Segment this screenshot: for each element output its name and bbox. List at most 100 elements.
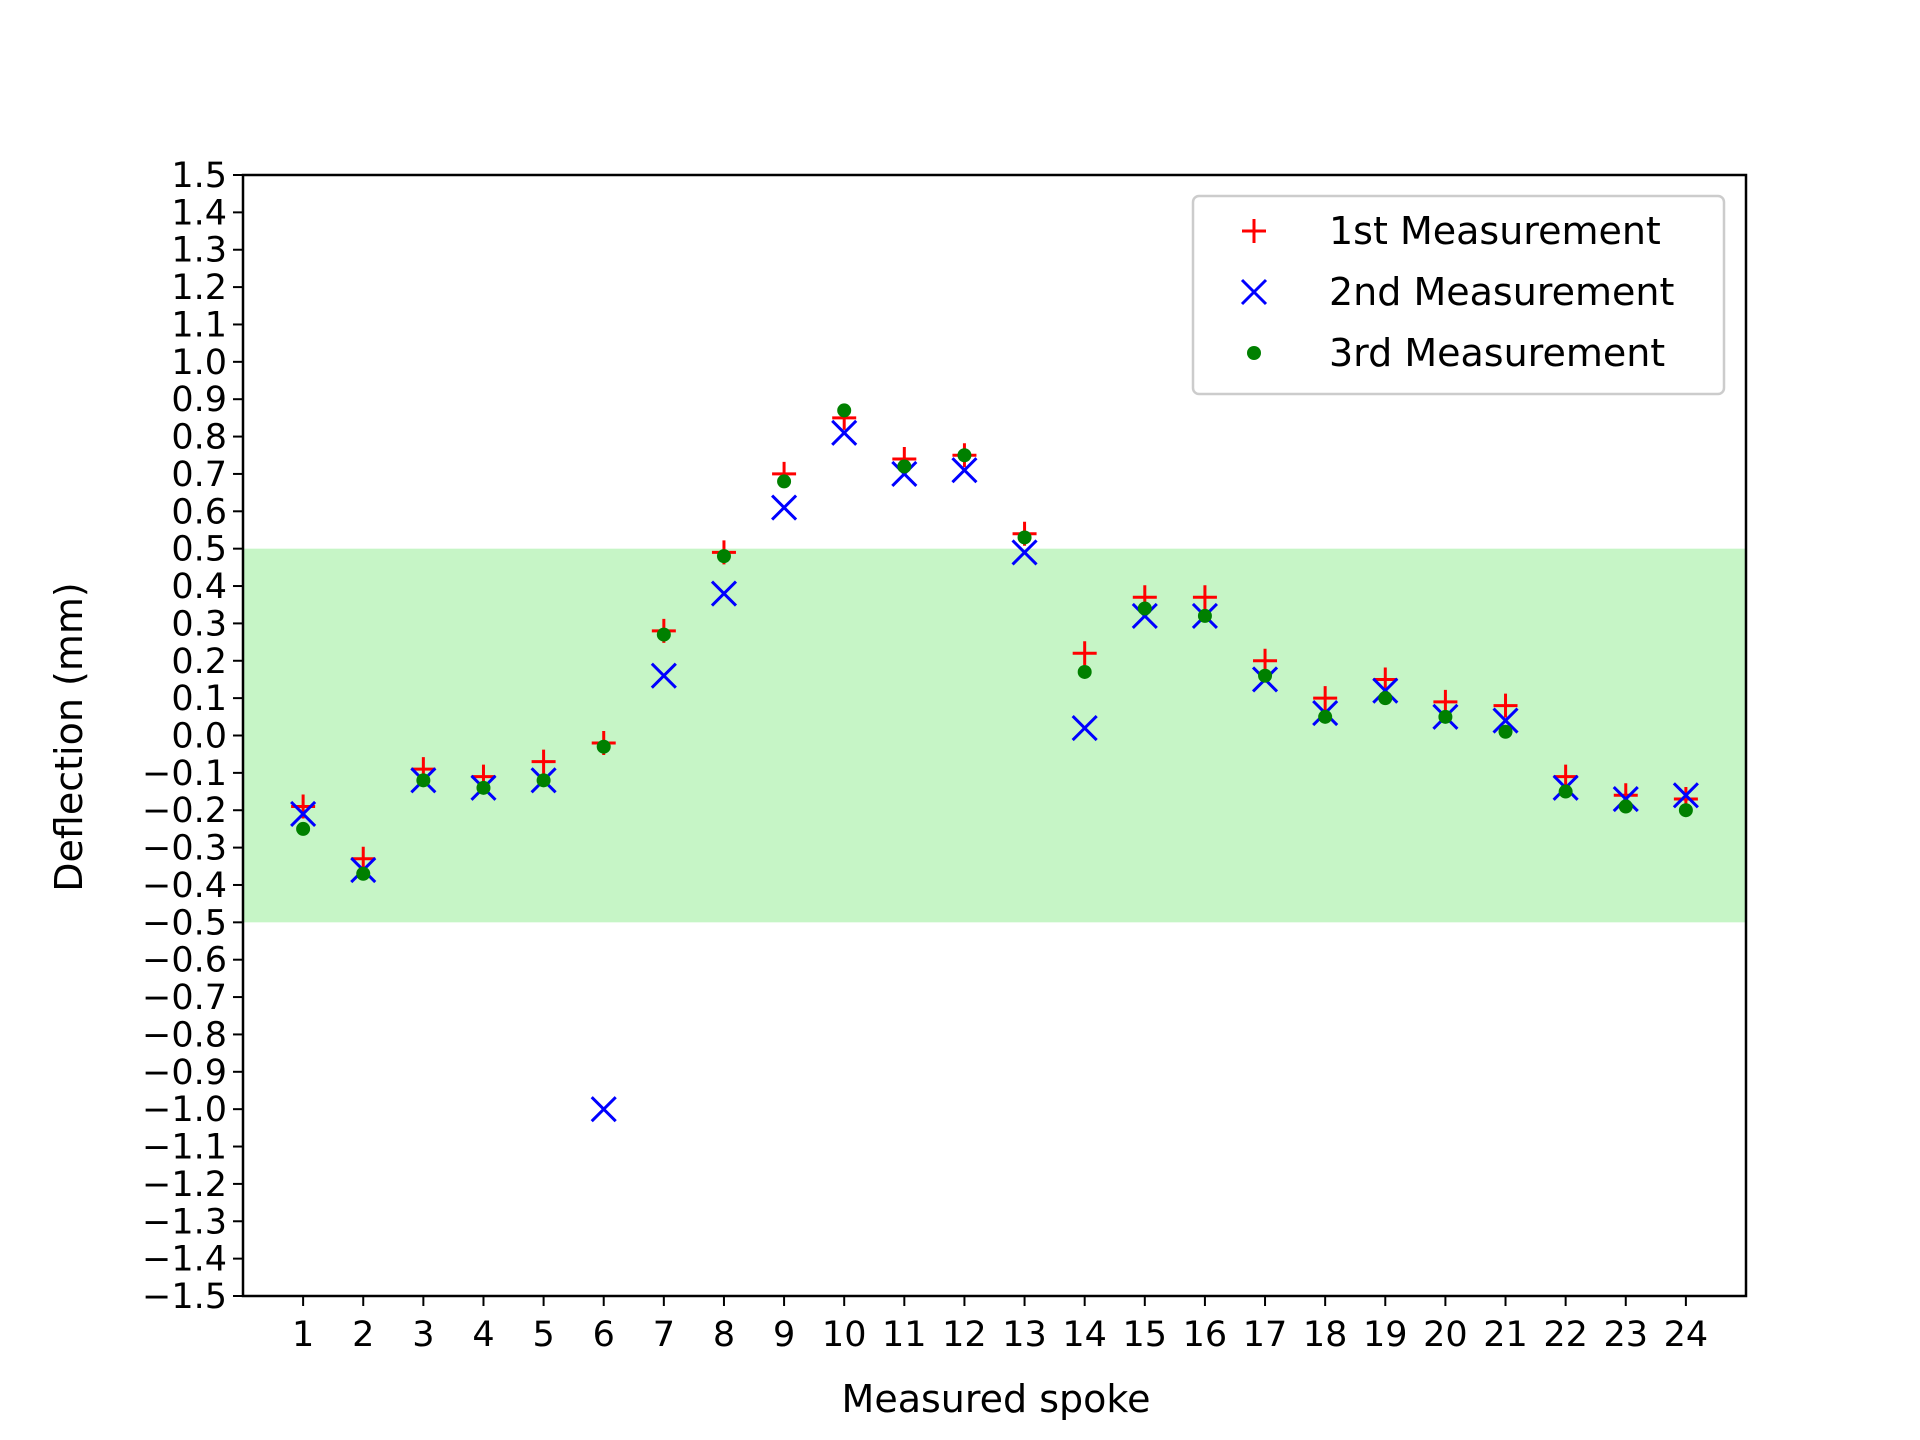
data-point bbox=[777, 474, 792, 489]
data-point bbox=[1612, 785, 1639, 813]
x-axis: 1 2 3 4 5 6 7 8 9 10 11 12 13 14 15 16 17 18 19 20 21 22 23 24 bbox=[292, 1296, 1708, 1355]
data-point bbox=[590, 1096, 617, 1123]
plot-frame bbox=[241, 173, 1748, 1298]
data-point bbox=[1072, 641, 1097, 666]
y-tick-label: 1.0 bbox=[171, 343, 227, 383]
legend: 1st Measurement 2nd Measurement 3rd Measur… bbox=[1191, 194, 1726, 396]
data-point bbox=[1313, 686, 1338, 711]
y-tick-label: −1.4 bbox=[142, 1240, 227, 1280]
data-point bbox=[356, 866, 371, 881]
x-tick-label: 24 bbox=[1664, 1315, 1709, 1355]
x-tick-label: 10 bbox=[822, 1315, 867, 1355]
data-point bbox=[1197, 608, 1212, 623]
legend-label: 3rd Measurement bbox=[1329, 331, 1665, 375]
legend-marker bbox=[1242, 219, 1266, 243]
y-tick-label: 1.3 bbox=[171, 231, 227, 271]
legend-item-1: 1st Measurement bbox=[1242, 209, 1661, 253]
y-tick-label: −0.1 bbox=[142, 754, 227, 794]
data-point bbox=[1672, 782, 1699, 809]
x-tick-label: 11 bbox=[882, 1315, 927, 1355]
x-tick-label: 15 bbox=[1123, 1315, 1168, 1355]
data-point bbox=[1192, 585, 1217, 610]
legend-item-2: 2nd Measurement bbox=[1240, 270, 1674, 314]
data-point bbox=[897, 459, 912, 474]
y-tick-label: −0.2 bbox=[142, 791, 227, 831]
y-tick-label: −1.1 bbox=[142, 1128, 227, 1168]
y-axis-label: Deflection (mm) bbox=[47, 582, 91, 891]
x-tick-label: 22 bbox=[1543, 1315, 1588, 1355]
y-tick-label: −1.3 bbox=[142, 1202, 227, 1242]
y-tick-label: −0.8 bbox=[142, 1015, 227, 1055]
data-point bbox=[1077, 664, 1092, 679]
x-tick-label: 1 bbox=[292, 1315, 314, 1355]
data-point bbox=[831, 419, 858, 446]
data-point bbox=[1493, 693, 1518, 718]
tolerance-band bbox=[243, 548, 1746, 923]
data-point bbox=[951, 457, 978, 484]
x-tick-label: 17 bbox=[1243, 1315, 1288, 1355]
data-point bbox=[1017, 530, 1032, 545]
series-2 bbox=[290, 419, 1699, 1123]
data-point bbox=[1011, 539, 1038, 566]
y-tick-label: −0.6 bbox=[142, 941, 227, 981]
legend-label: 1st Measurement bbox=[1329, 209, 1661, 253]
y-tick-label: −1.2 bbox=[142, 1165, 227, 1205]
data-point bbox=[290, 800, 317, 828]
y-tick-label: 1.5 bbox=[171, 156, 227, 196]
x-tick-label: 9 bbox=[773, 1315, 795, 1355]
x-tick-label: 14 bbox=[1062, 1315, 1107, 1355]
data-point bbox=[536, 773, 551, 788]
y-tick-label: 0.4 bbox=[171, 567, 227, 607]
x-tick-label: 6 bbox=[593, 1315, 615, 1355]
y-tick-label: −0.7 bbox=[142, 978, 227, 1018]
y-tick-label: 0.9 bbox=[171, 380, 227, 420]
data-point bbox=[1498, 724, 1513, 739]
data-point bbox=[1071, 714, 1098, 742]
data-point bbox=[656, 627, 671, 642]
data-point bbox=[1618, 799, 1633, 814]
x-tick-label: 21 bbox=[1483, 1315, 1528, 1355]
legend-marker bbox=[1247, 346, 1261, 360]
data-point bbox=[891, 460, 918, 487]
x-tick-label: 4 bbox=[472, 1315, 494, 1355]
data-point bbox=[1373, 667, 1398, 692]
x-tick-label: 3 bbox=[412, 1315, 434, 1355]
x-tick-label: 12 bbox=[942, 1315, 987, 1355]
y-tick-label: 0.3 bbox=[171, 604, 227, 644]
y-tick-label: −0.5 bbox=[142, 903, 227, 943]
data-point bbox=[596, 739, 611, 754]
data-point bbox=[296, 821, 311, 836]
data-point bbox=[771, 494, 798, 521]
y-tick-label: 0.5 bbox=[171, 530, 227, 570]
data-point bbox=[1438, 709, 1453, 724]
y-tick-label: −0.3 bbox=[142, 829, 227, 869]
data-point bbox=[531, 749, 556, 774]
y-tick-label: 0.1 bbox=[171, 679, 227, 719]
x-tick-label: 16 bbox=[1183, 1315, 1228, 1355]
x-tick-label: 13 bbox=[1002, 1315, 1047, 1355]
data-point bbox=[1558, 784, 1573, 799]
x-tick-label: 2 bbox=[352, 1315, 374, 1355]
legend-marker bbox=[1240, 278, 1268, 306]
plot-marks bbox=[290, 403, 1699, 1123]
y-tick-label: 0.0 bbox=[171, 717, 227, 757]
y-tick-label: 0.2 bbox=[171, 642, 227, 682]
x-tick-label: 20 bbox=[1423, 1315, 1468, 1355]
data-point bbox=[957, 448, 972, 463]
y-tick-label: 1.1 bbox=[171, 305, 227, 345]
y-tick-label: 1.4 bbox=[171, 193, 227, 233]
data-point bbox=[1372, 677, 1399, 704]
y-tick-label: −1.5 bbox=[142, 1277, 227, 1317]
data-point bbox=[710, 580, 738, 607]
data-point bbox=[1137, 601, 1152, 616]
y-tick-label: 1.2 bbox=[171, 268, 227, 308]
data-point bbox=[1258, 668, 1273, 683]
data-point bbox=[1378, 691, 1393, 706]
data-point bbox=[1318, 709, 1333, 724]
data-point bbox=[476, 780, 491, 795]
series-3 bbox=[296, 403, 1693, 881]
y-tick-label: 0.7 bbox=[171, 455, 227, 495]
y-tick-label: −0.9 bbox=[142, 1053, 227, 1093]
y-tick-label: −1.0 bbox=[142, 1090, 227, 1130]
